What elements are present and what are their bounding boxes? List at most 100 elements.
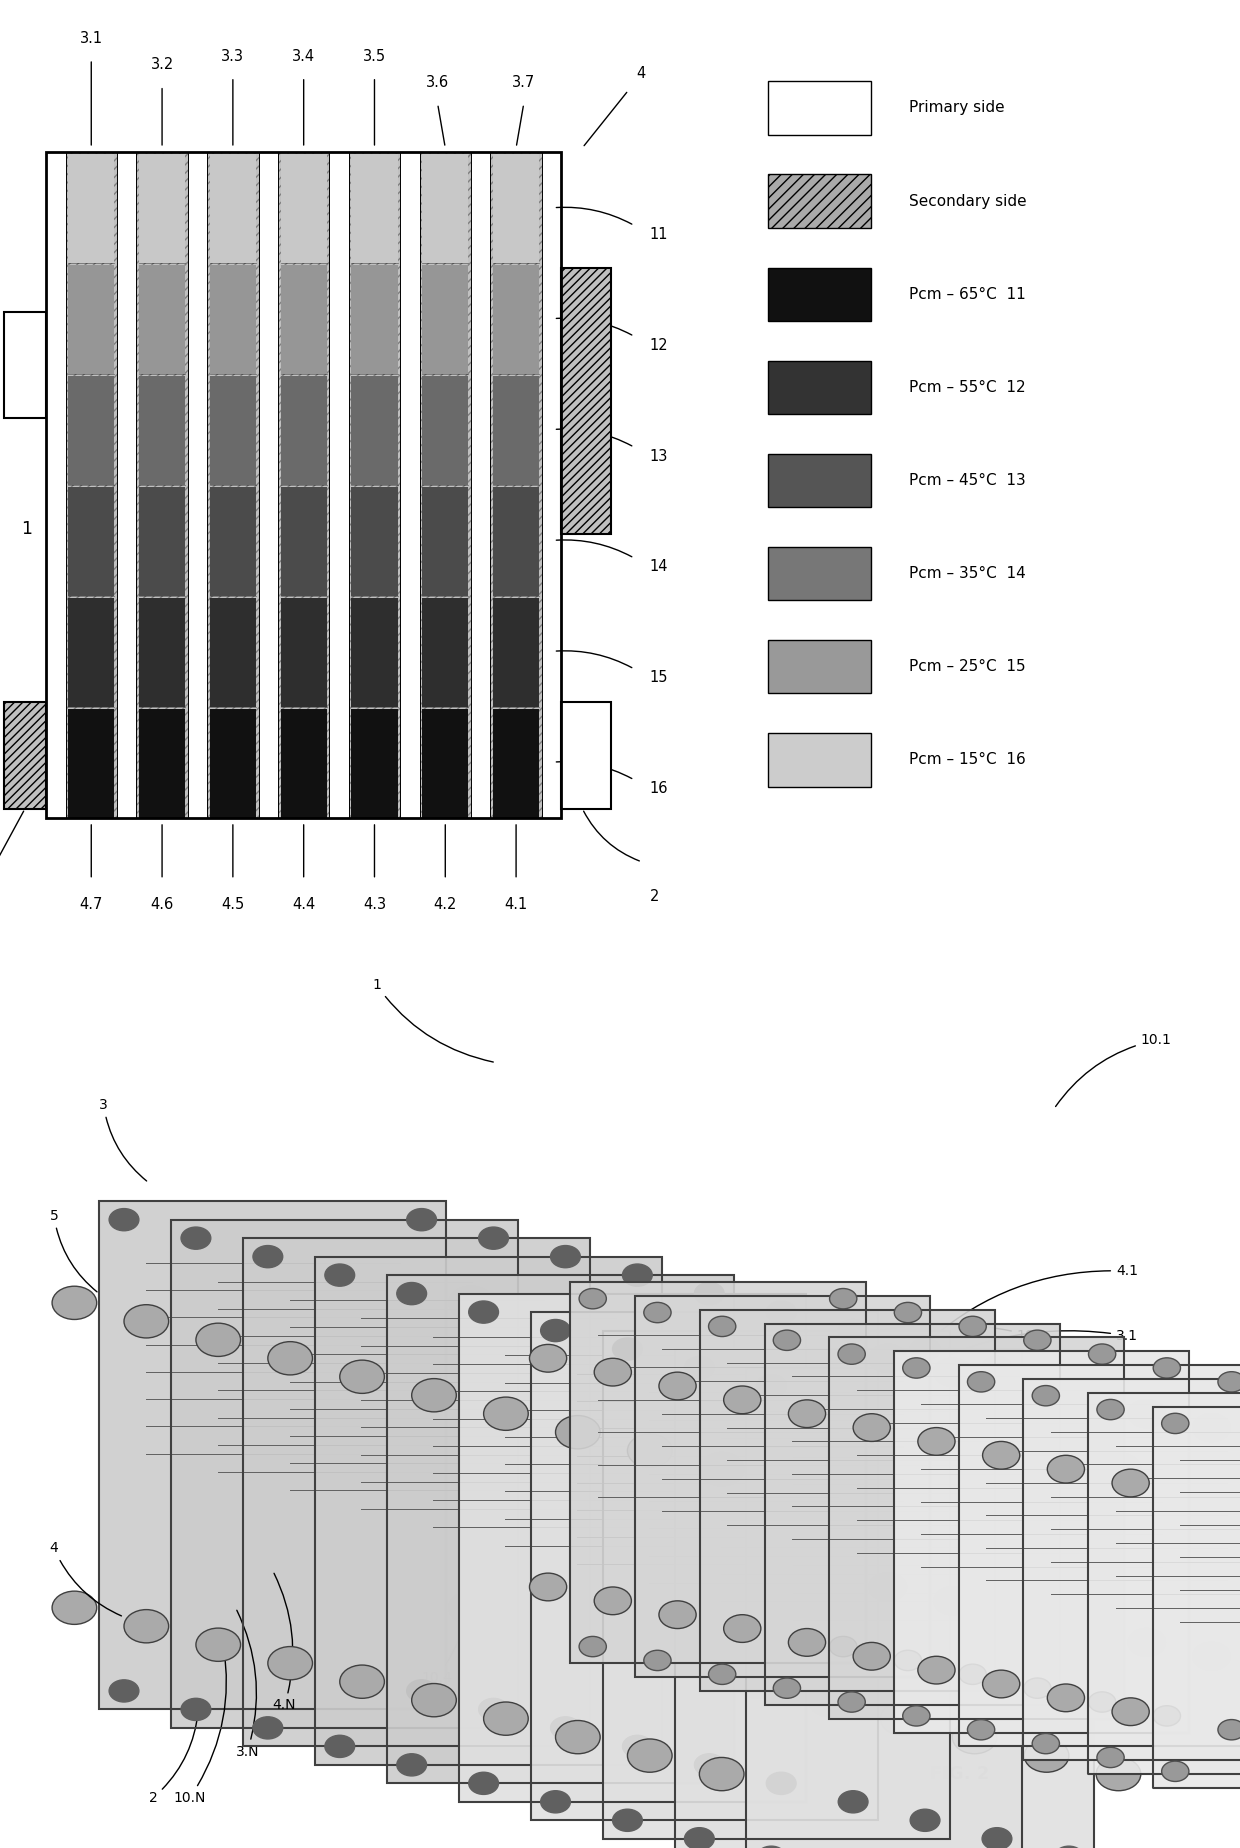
Bar xyxy=(422,266,469,373)
Text: 4.5: 4.5 xyxy=(221,898,244,913)
Text: Pcm – 25°C  15: Pcm – 25°C 15 xyxy=(909,660,1025,675)
Circle shape xyxy=(894,1303,921,1323)
Circle shape xyxy=(1193,1414,1230,1441)
Bar xyxy=(210,266,255,373)
Text: 16: 16 xyxy=(650,782,668,796)
Circle shape xyxy=(551,1717,580,1739)
Bar xyxy=(1089,1393,1240,1774)
Bar xyxy=(210,155,255,262)
Circle shape xyxy=(952,1416,997,1449)
Bar xyxy=(258,152,278,817)
Circle shape xyxy=(551,1246,580,1268)
Circle shape xyxy=(1032,1733,1059,1754)
Bar xyxy=(139,488,185,595)
Text: 3.3: 3.3 xyxy=(222,48,244,63)
Circle shape xyxy=(579,1637,606,1656)
Circle shape xyxy=(479,1227,508,1249)
Circle shape xyxy=(903,1358,930,1379)
Circle shape xyxy=(1097,1399,1125,1419)
Text: 13: 13 xyxy=(650,449,668,464)
Text: 4: 4 xyxy=(636,67,646,81)
Bar xyxy=(491,152,542,817)
Bar xyxy=(139,155,185,262)
Bar xyxy=(768,81,872,135)
Circle shape xyxy=(982,1671,1019,1698)
Circle shape xyxy=(967,1719,994,1741)
Circle shape xyxy=(665,1647,709,1680)
Bar xyxy=(422,488,469,595)
Bar xyxy=(210,377,255,484)
Circle shape xyxy=(1128,1628,1166,1656)
Bar xyxy=(210,488,255,595)
Text: 4.2: 4.2 xyxy=(870,1382,1114,1412)
Bar xyxy=(471,152,491,817)
Circle shape xyxy=(529,1345,567,1371)
Text: 3.3: 3.3 xyxy=(709,1484,903,1538)
Text: 3.4: 3.4 xyxy=(560,1526,618,1648)
Text: 4.3: 4.3 xyxy=(363,898,386,913)
Bar xyxy=(68,710,114,817)
Circle shape xyxy=(594,1358,631,1386)
Text: FIG. 1: FIG. 1 xyxy=(7,933,67,952)
Circle shape xyxy=(1048,1684,1085,1711)
Text: 10.1: 10.1 xyxy=(1055,1033,1172,1107)
Circle shape xyxy=(910,1338,940,1360)
Circle shape xyxy=(869,1573,906,1600)
Bar xyxy=(959,1366,1240,1746)
Text: Pcm – 45°C  13: Pcm – 45°C 13 xyxy=(909,473,1025,488)
Circle shape xyxy=(484,1397,528,1430)
Circle shape xyxy=(541,1319,570,1342)
Text: 3.2: 3.2 xyxy=(833,1429,1089,1464)
Circle shape xyxy=(756,1846,786,1848)
Circle shape xyxy=(593,1323,637,1356)
Bar xyxy=(351,377,398,484)
Bar xyxy=(278,152,330,817)
Text: 3.2: 3.2 xyxy=(150,57,174,72)
Text: 4: 4 xyxy=(50,1541,122,1615)
Bar xyxy=(68,266,114,373)
Circle shape xyxy=(869,1345,906,1371)
Bar xyxy=(387,1275,734,1783)
Bar xyxy=(280,710,327,817)
Circle shape xyxy=(1218,1371,1240,1392)
Bar xyxy=(635,1295,930,1678)
Bar xyxy=(136,152,187,817)
Circle shape xyxy=(708,1316,735,1336)
Bar xyxy=(422,710,469,817)
Circle shape xyxy=(737,1360,781,1393)
Bar xyxy=(1153,1406,1240,1789)
Circle shape xyxy=(774,1331,801,1351)
Text: 4.4: 4.4 xyxy=(293,898,315,913)
Text: 3.5: 3.5 xyxy=(363,48,386,63)
Circle shape xyxy=(556,1416,600,1449)
Bar xyxy=(419,152,471,817)
Text: 3.1: 3.1 xyxy=(79,31,103,46)
Bar xyxy=(422,599,469,706)
Circle shape xyxy=(934,1587,971,1615)
Circle shape xyxy=(684,1828,714,1848)
Circle shape xyxy=(52,1591,97,1624)
Bar xyxy=(830,1338,1125,1719)
Circle shape xyxy=(1096,1757,1141,1791)
Circle shape xyxy=(665,1342,709,1375)
Circle shape xyxy=(181,1698,211,1720)
Circle shape xyxy=(1162,1414,1189,1434)
Text: 12: 12 xyxy=(650,338,668,353)
Circle shape xyxy=(998,1600,1035,1628)
Bar xyxy=(699,1310,994,1691)
Circle shape xyxy=(880,1702,925,1735)
Text: Pcm – 55°C  12: Pcm – 55°C 12 xyxy=(909,381,1025,395)
Text: 4.1: 4.1 xyxy=(505,898,528,913)
Circle shape xyxy=(699,1453,744,1486)
Circle shape xyxy=(613,1338,642,1360)
Bar xyxy=(387,1275,734,1783)
Bar xyxy=(1153,1406,1240,1789)
Circle shape xyxy=(644,1303,671,1323)
Circle shape xyxy=(622,1735,652,1757)
Circle shape xyxy=(934,1358,971,1386)
Bar xyxy=(401,152,419,817)
Circle shape xyxy=(594,1587,631,1615)
Text: 3: 3 xyxy=(99,1098,146,1181)
Bar xyxy=(422,155,469,262)
Bar xyxy=(207,152,258,817)
